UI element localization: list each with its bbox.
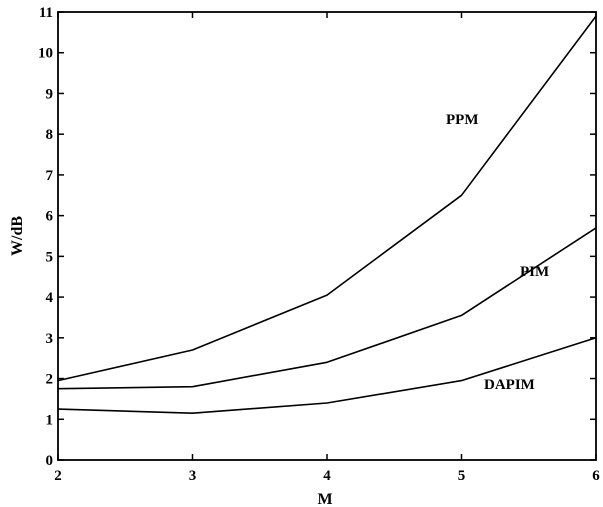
y-tick-label: 8 <box>46 127 54 143</box>
x-tick-labels: 2 3 4 5 6 <box>54 468 600 484</box>
y-axis-label: W/dB <box>9 216 26 256</box>
series-label-pim: PIM <box>520 264 549 280</box>
x-tick-label: 2 <box>54 468 62 484</box>
series-label-ppm: PPM <box>446 112 478 128</box>
y-tick-label: 11 <box>39 5 53 21</box>
series-line-ppm <box>57 15 597 382</box>
x-tick-label: 6 <box>592 468 600 484</box>
y-tick-label: 3 <box>46 331 54 347</box>
y-tick-label: 0 <box>46 453 54 469</box>
series-line-pim <box>57 227 597 390</box>
x-tick-label: 3 <box>189 468 197 484</box>
x-tick-label: 4 <box>323 468 331 484</box>
y-tick-labels: 0 1 2 3 4 5 6 7 8 9 10 11 <box>38 5 54 469</box>
y-tick-label: 4 <box>46 290 54 306</box>
series-label-dapim: DAPIM <box>484 377 535 393</box>
x-axis-label: M <box>317 491 332 507</box>
y-tick-label: 6 <box>46 209 54 225</box>
series-lines <box>57 15 597 415</box>
y-tick-label: 7 <box>46 168 54 184</box>
series-line-dapim <box>57 337 597 415</box>
y-tick-label: 5 <box>46 249 54 265</box>
y-tick-label: 1 <box>46 412 54 428</box>
y-tick-label: 10 <box>38 46 53 62</box>
y-tick-label: 2 <box>46 372 54 388</box>
x-tick-label: 5 <box>458 468 466 484</box>
y-tick-label: 9 <box>46 86 54 102</box>
